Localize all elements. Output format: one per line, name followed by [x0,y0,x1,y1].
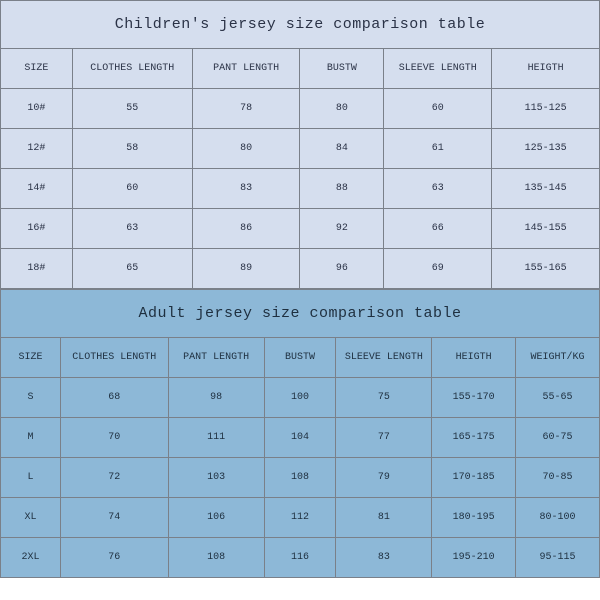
col-clothes-length: CLOTHES LENGTH [72,49,192,89]
cell: 58 [72,129,192,169]
cell: 92 [300,209,384,249]
cell: 61 [384,129,492,169]
children-title: Children's jersey size comparison table [1,1,600,49]
cell: 155-170 [432,378,516,418]
cell: 96 [300,249,384,289]
col-height: HEIGTH [492,49,600,89]
cell: 65 [72,249,192,289]
cell: 88 [300,169,384,209]
cell: 77 [336,418,432,458]
cell: 98 [168,378,264,418]
cell: 16# [1,209,73,249]
col-height: HEIGTH [432,338,516,378]
table-row: 12# 58 80 84 61 125-135 [1,129,600,169]
cell: 79 [336,458,432,498]
cell: 80 [300,89,384,129]
children-header-row: SIZE CLOTHES LENGTH PANT LENGTH BUSTW SL… [1,49,600,89]
cell: 135-145 [492,169,600,209]
cell: 145-155 [492,209,600,249]
size-chart-container: Children's jersey size comparison table … [0,0,600,578]
cell: 60 [384,89,492,129]
table-row: 2XL 76 108 116 83 195-210 95-115 [1,538,600,578]
col-bustw: BUSTW [264,338,336,378]
cell: 108 [264,458,336,498]
cell: XL [1,498,61,538]
adult-header-row: SIZE CLOTHES LENGTH PANT LENGTH BUSTW SL… [1,338,600,378]
col-sleeve-length: SLEEVE LENGTH [384,49,492,89]
cell: 111 [168,418,264,458]
cell: 18# [1,249,73,289]
cell: 81 [336,498,432,538]
cell: 66 [384,209,492,249]
cell: M [1,418,61,458]
cell: 155-165 [492,249,600,289]
children-size-table: Children's jersey size comparison table … [0,0,600,289]
col-pant-length: PANT LENGTH [168,338,264,378]
cell: 76 [60,538,168,578]
cell: 60-75 [516,418,600,458]
cell: 84 [300,129,384,169]
table-row: L 72 103 108 79 170-185 70-85 [1,458,600,498]
cell: 63 [72,209,192,249]
cell: 86 [192,209,300,249]
col-weight: WEIGHT/KG [516,338,600,378]
cell: 83 [192,169,300,209]
adult-title: Adult jersey size comparison table [1,290,600,338]
col-clothes-length: CLOTHES LENGTH [60,338,168,378]
cell: 108 [168,538,264,578]
cell: L [1,458,61,498]
cell: 75 [336,378,432,418]
cell: 80 [192,129,300,169]
children-title-row: Children's jersey size comparison table [1,1,600,49]
table-row: XL 74 106 112 81 180-195 80-100 [1,498,600,538]
cell: 72 [60,458,168,498]
cell: 195-210 [432,538,516,578]
cell: 68 [60,378,168,418]
cell: 116 [264,538,336,578]
cell: 55-65 [516,378,600,418]
cell: 115-125 [492,89,600,129]
cell: 180-195 [432,498,516,538]
cell: 170-185 [432,458,516,498]
cell: 2XL [1,538,61,578]
col-size: SIZE [1,338,61,378]
cell: 78 [192,89,300,129]
col-size: SIZE [1,49,73,89]
cell: 12# [1,129,73,169]
table-row: 10# 55 78 80 60 115-125 [1,89,600,129]
table-row: M 70 111 104 77 165-175 60-75 [1,418,600,458]
col-sleeve-length: SLEEVE LENGTH [336,338,432,378]
table-row: 18# 65 89 96 69 155-165 [1,249,600,289]
adult-title-row: Adult jersey size comparison table [1,290,600,338]
cell: 100 [264,378,336,418]
cell: 165-175 [432,418,516,458]
cell: 74 [60,498,168,538]
col-pant-length: PANT LENGTH [192,49,300,89]
cell: 104 [264,418,336,458]
cell: S [1,378,61,418]
cell: 89 [192,249,300,289]
table-row: 16# 63 86 92 66 145-155 [1,209,600,249]
cell: 112 [264,498,336,538]
adult-size-table: Adult jersey size comparison table SIZE … [0,289,600,578]
cell: 106 [168,498,264,538]
table-row: 14# 60 83 88 63 135-145 [1,169,600,209]
col-bustw: BUSTW [300,49,384,89]
cell: 60 [72,169,192,209]
cell: 70 [60,418,168,458]
cell: 55 [72,89,192,129]
cell: 14# [1,169,73,209]
cell: 70-85 [516,458,600,498]
cell: 80-100 [516,498,600,538]
cell: 103 [168,458,264,498]
cell: 63 [384,169,492,209]
table-row: S 68 98 100 75 155-170 55-65 [1,378,600,418]
cell: 83 [336,538,432,578]
cell: 69 [384,249,492,289]
cell: 10# [1,89,73,129]
cell: 125-135 [492,129,600,169]
cell: 95-115 [516,538,600,578]
